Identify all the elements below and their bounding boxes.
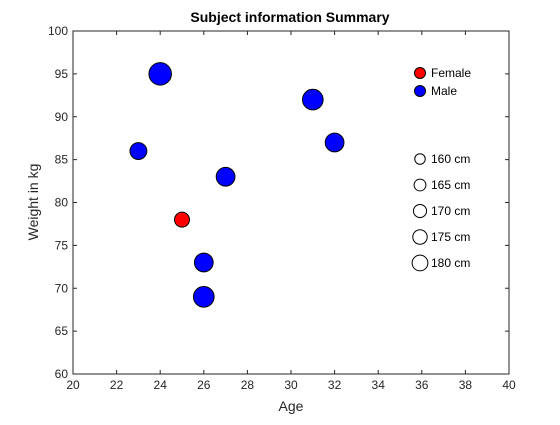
y-tick-label-90: 90 xyxy=(55,110,69,124)
data-points xyxy=(129,62,345,308)
size-legend-marker-170 xyxy=(412,203,428,219)
plot-area xyxy=(72,30,510,375)
data-point-3 xyxy=(174,211,190,228)
x-tick-label-36: 36 xyxy=(415,378,429,392)
data-point-7 xyxy=(301,88,324,111)
data-point-8 xyxy=(324,132,345,153)
x-tick-label-20: 20 xyxy=(66,378,80,392)
x-tick-label-24: 24 xyxy=(154,378,168,392)
legend-marker-male xyxy=(414,85,426,97)
data-point-2 xyxy=(129,142,148,160)
chart-title: Subject information Summary xyxy=(190,9,389,25)
x-tick-label-26: 26 xyxy=(197,378,211,392)
x-tick-label-40: 40 xyxy=(502,378,516,392)
y-tick-label-95: 95 xyxy=(55,67,69,81)
size-legend-marker-160 xyxy=(414,153,426,165)
size-legend-label-170: 170 cm xyxy=(431,204,470,218)
y-tick-label-70: 70 xyxy=(55,281,69,295)
gender-legend: Female Male xyxy=(414,66,471,98)
data-point-5 xyxy=(193,252,214,273)
legend-marker-female xyxy=(414,67,426,79)
data-point-6 xyxy=(192,286,215,308)
size-legend-marker-175 xyxy=(412,229,428,245)
axis-ticks: 20 22 24 26 28 30 32 34 36 38 40 60 65 70 75 80 85 90 95 10… xyxy=(48,24,516,392)
size-legend-label-180: 180 cm xyxy=(431,256,470,270)
y-tick-label-60: 60 xyxy=(55,367,69,381)
y-tick-label-75: 75 xyxy=(55,238,69,252)
legend-label-female: Female xyxy=(431,66,471,80)
y-tick-label-100: 100 xyxy=(48,24,68,38)
x-tick-label-30: 30 xyxy=(284,378,298,392)
x-axis-label: Age xyxy=(279,398,304,414)
data-point-1 xyxy=(148,62,172,86)
y-tick-label-80: 80 xyxy=(55,196,69,210)
y-tick-label-65: 65 xyxy=(55,324,69,338)
data-point-4 xyxy=(215,166,236,187)
size-legend-marker-165 xyxy=(413,178,427,192)
x-tick-label-32: 32 xyxy=(328,378,342,392)
height-legend: 160 cm 165 cm 170 cm 175 cm 180 cm xyxy=(411,152,470,272)
x-tick-label-22: 22 xyxy=(110,378,124,392)
legend-label-male: Male xyxy=(431,84,457,98)
size-legend-label-175: 175 cm xyxy=(431,230,470,244)
x-tick-label-34: 34 xyxy=(372,378,386,392)
x-tick-label-38: 38 xyxy=(459,378,473,392)
size-legend-label-165: 165 cm xyxy=(431,178,470,192)
size-legend-marker-180 xyxy=(411,254,429,272)
size-legend-label-160: 160 cm xyxy=(431,152,470,166)
y-axis-label: Weight in kg xyxy=(25,164,41,241)
x-tick-label-28: 28 xyxy=(241,378,255,392)
y-tick-label-85: 85 xyxy=(55,153,69,167)
